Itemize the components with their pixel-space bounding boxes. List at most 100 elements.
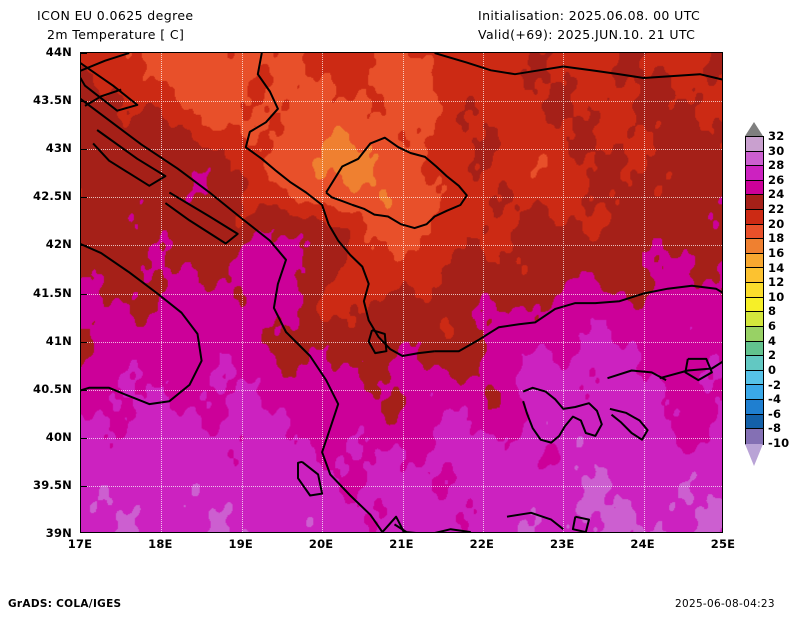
coastline-path	[81, 98, 384, 532]
y-tick	[81, 53, 87, 54]
colorbar-tick-label: 6	[768, 319, 777, 334]
y-axis-label: 43.5N	[33, 93, 72, 108]
x-tick	[644, 532, 645, 533]
colorbar-band	[746, 253, 763, 269]
x-tick	[563, 532, 564, 533]
x-tick	[161, 532, 162, 533]
x-axis-label: 25E	[710, 537, 736, 551]
y-axis-label: 40N	[45, 429, 72, 444]
y-axis-label: 40.5N	[33, 381, 72, 396]
coastline-path	[92, 129, 167, 187]
colorbar-band	[746, 268, 763, 284]
coastline-path	[81, 62, 139, 112]
colorbar-min-arrow	[745, 444, 763, 466]
render-timestamp: 2025-06-08-04:23	[675, 598, 775, 610]
coastline-path	[381, 515, 405, 532]
colorbar-tick-label: 0	[768, 362, 777, 377]
x-tick	[483, 532, 484, 533]
colorbar-tick-label: 26	[768, 172, 785, 187]
colorbar-band	[746, 312, 763, 327]
y-axis-label: 41N	[45, 333, 72, 348]
y-tick	[81, 101, 87, 103]
colorbar-band	[746, 356, 763, 371]
model-title: ICON EU 0.0625 degree	[37, 8, 194, 23]
x-axis-label: 24E	[630, 537, 655, 551]
x-tick	[242, 532, 243, 533]
coastline-path	[81, 243, 203, 406]
coastline-path	[434, 284, 722, 353]
coastline-path	[506, 511, 564, 530]
x-axis-label: 17E	[67, 537, 93, 551]
colorbar-band	[746, 399, 763, 415]
map-plot-area[interactable]	[80, 52, 723, 533]
colorbar-band	[746, 137, 763, 152]
colorbar-tick-label: 16	[768, 245, 785, 260]
colorbar-tick-label: -2	[768, 377, 782, 392]
colorbar-band	[746, 341, 763, 357]
colorbar-band	[746, 297, 763, 313]
initialisation-text: Initialisation: 2025.06.08. 00 UTC	[478, 8, 701, 23]
grads-credit: GrADS: COLA/IGES	[8, 598, 122, 610]
colorbar-band	[746, 195, 763, 211]
x-axis-label: 19E	[228, 537, 253, 551]
colorbar[interactable]: 32 30 28 26 24 22 20 18 16 14 12 10 8 6 4 2 0 -2 -4 -6 -8 -10	[742, 122, 798, 470]
coastline-path	[367, 329, 388, 355]
y-tick	[81, 245, 87, 247]
y-tick	[81, 293, 87, 295]
x-axis-label: 20E	[308, 537, 334, 551]
colorbar-tick-label: 4	[768, 333, 777, 348]
coastline-path	[684, 357, 713, 382]
colorbar-tick-label: 22	[768, 202, 785, 217]
colorbar-tick-label: 12	[768, 275, 785, 290]
coastline-path	[393, 523, 417, 532]
colorbar-band	[746, 326, 763, 342]
colorbar-band	[746, 370, 763, 386]
y-tick	[81, 341, 87, 343]
coastline-path	[434, 528, 471, 532]
colorbar-tick-label: -10	[768, 436, 790, 450]
colorbar-tick-label: 24	[768, 187, 785, 202]
colorbar-tick-label: 14	[768, 260, 785, 275]
colorbar-scale	[745, 136, 764, 445]
colorbar-tick-label: -8	[768, 421, 782, 436]
coastline-path	[325, 136, 468, 230]
y-axis-label: 43N	[45, 141, 72, 156]
variable-title: 2m Temperature [ C]	[47, 27, 185, 42]
y-axis-label: 39N	[45, 526, 72, 540]
colorbar-tick-label: 18	[768, 231, 785, 246]
colorbar-max-arrow	[745, 122, 763, 136]
y-tick	[81, 149, 87, 151]
y-tick	[81, 437, 87, 439]
coastline-path	[84, 88, 122, 107]
x-axis-label: 21E	[389, 537, 414, 551]
x-axis-label: 23E	[550, 537, 575, 551]
colorbar-tick-label: 2	[768, 348, 777, 363]
colorbar-tick-label: 10	[768, 289, 785, 304]
y-axis-label: 44N	[45, 45, 72, 59]
x-axis-label: 22E	[469, 537, 495, 551]
temperature-heatmap-canvas	[81, 53, 722, 532]
y-axis-label: 39.5N	[33, 477, 72, 492]
colorbar-band	[746, 224, 763, 240]
y-axis-label: 42.5N	[33, 189, 72, 204]
colorbar-tick-label: 30	[768, 143, 785, 158]
coastline-path	[164, 191, 239, 245]
colorbar-tick-label: 8	[768, 304, 777, 319]
y-tick	[81, 197, 87, 199]
colorbar-band	[746, 151, 763, 167]
x-tick	[322, 532, 323, 533]
y-axis-label: 42N	[45, 237, 72, 252]
coastline-path	[607, 369, 667, 381]
colorbar-tick-label: -4	[768, 392, 782, 407]
x-tick	[81, 532, 82, 533]
x-axis-label: 18E	[148, 537, 173, 551]
colorbar-band	[746, 283, 763, 298]
coastline-path	[81, 53, 130, 72]
coastline-path	[609, 407, 649, 441]
colorbar-tick-label: -6	[768, 406, 782, 421]
colorbar-band	[746, 429, 763, 444]
y-axis-label: 41.5N	[33, 285, 72, 300]
colorbar-band	[746, 414, 763, 430]
y-tick	[81, 389, 87, 391]
valid-time-text: Valid(+69): 2025.JUN.10. 21 UTC	[478, 27, 696, 42]
